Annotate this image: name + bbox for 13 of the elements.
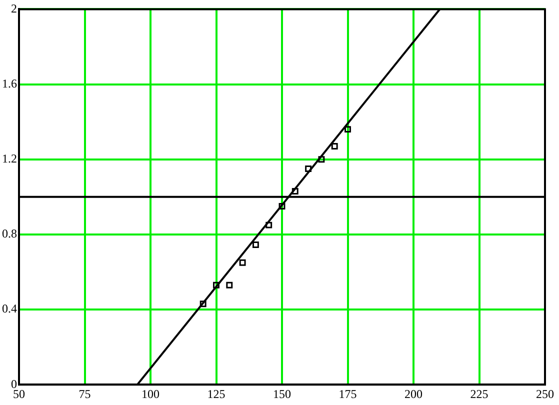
x-tick-label: 100 xyxy=(142,386,160,401)
y-tick-label: 1.6 xyxy=(2,76,17,90)
x-tick-label: 250 xyxy=(536,386,554,401)
y-tick-label: 2 xyxy=(11,1,17,16)
x-tick-label: 225 xyxy=(470,386,488,401)
x-tick-label: 175 xyxy=(338,386,357,401)
x-tick-label: 200 xyxy=(404,386,422,401)
x-tick-label: 125 xyxy=(207,386,226,401)
y-tick-label: 0.4 xyxy=(2,302,17,316)
y-tick-label: 1.2 xyxy=(2,152,17,166)
x-tick-label: 75 xyxy=(78,386,91,401)
y-tick-label: 0.8 xyxy=(2,226,17,241)
x-tick-label: 150 xyxy=(273,386,291,401)
